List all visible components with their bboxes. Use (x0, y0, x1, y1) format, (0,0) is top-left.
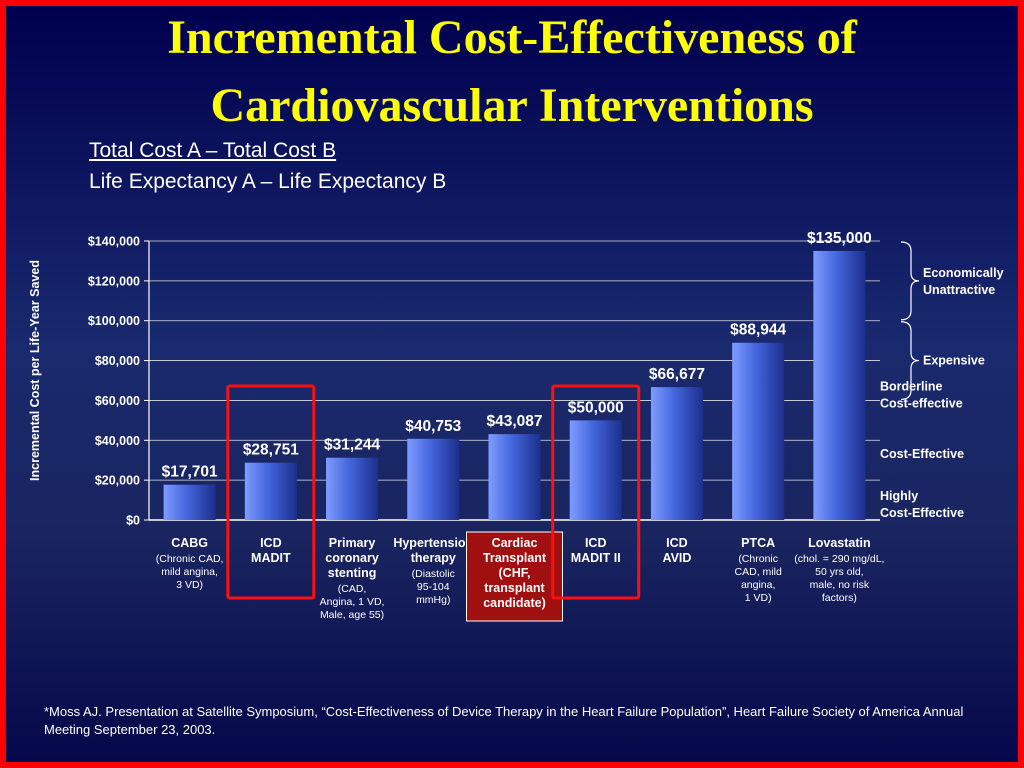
zone-label: Unattractive (923, 283, 995, 297)
zone-bracket (900, 241, 920, 321)
bar-value-label: $40,753 (405, 418, 461, 435)
category-label: AVID (662, 551, 691, 565)
zone-label: Cost-Effective (880, 447, 964, 461)
category-label: MADIT (251, 551, 291, 565)
category-label: ICD (585, 536, 607, 550)
y-tick-label: $20,000 (95, 474, 140, 488)
bar-chart: $0 $20,000 $40,000 $60,000 $80,000 $100,000 $1… (28, 230, 1004, 622)
bar (650, 387, 703, 520)
bar (407, 438, 460, 520)
y-tick-label: $40,000 (95, 434, 140, 448)
category-label: therapy (411, 551, 456, 565)
category-detail: (Diastolic (412, 568, 455, 580)
category-label: MADIT II (571, 551, 621, 565)
category-label: candidate) (483, 596, 546, 610)
title-line-2: Cardiovascular Interventions (210, 79, 814, 132)
bar-value-label: $31,244 (324, 437, 380, 454)
category-detail: CAD, mild (735, 566, 782, 578)
y-tick-label: $120,000 (88, 274, 140, 288)
category-detail: male, no risk (810, 579, 870, 591)
bar-value-label: $28,751 (243, 442, 299, 459)
formula-denominator: Life Expectancy A – Life Expectancy B (89, 170, 447, 193)
bar-value-label: $88,944 (730, 322, 786, 339)
category-label: Primary (329, 536, 376, 550)
category-label: CABG (171, 536, 208, 550)
category-detail: 3 VD) (176, 579, 203, 591)
y-tick-label: $80,000 (95, 354, 140, 368)
category-detail: Male, age 55) (320, 609, 384, 621)
title-line-1: Incremental Cost-Effectiveness of (167, 11, 857, 64)
highlight-box (551, 384, 641, 600)
bar-value-label: $17,701 (162, 464, 218, 481)
category-label: stenting (328, 566, 377, 580)
category-detail: (CAD, (338, 583, 367, 595)
category-label: Lovastatin (808, 536, 871, 550)
category-label: ICD (260, 536, 282, 550)
category-detail: Angina, 1 VD, (320, 596, 385, 608)
bar-value-label: $66,677 (649, 366, 705, 383)
category-label: PTCA (741, 536, 775, 550)
y-tick-label: $140,000 (88, 235, 140, 249)
category-label: coronary (325, 551, 379, 565)
y-tick-label: $100,000 (88, 314, 140, 328)
category-detail: 95-104 (417, 581, 450, 593)
category-highlight-bg (466, 531, 563, 622)
zone-label: Cost-effective (880, 396, 963, 410)
category-detail: factors) (822, 592, 857, 604)
category-detail: 1 VD) (745, 592, 772, 604)
bar-value-label: $43,087 (486, 413, 542, 430)
y-axis-label: Incremental Cost per Life-Year Saved (28, 260, 42, 481)
y-tick-label: $0 (126, 514, 140, 528)
bar (244, 462, 297, 520)
bar-value-label: $135,000 (807, 230, 872, 247)
bar (813, 250, 866, 520)
zone-label: Expensive (923, 354, 985, 368)
bar (488, 434, 541, 520)
category-label: ICD (666, 536, 688, 550)
category-label: Cardiac (492, 536, 538, 550)
bar (326, 457, 379, 520)
category-detail: mmHg) (416, 594, 450, 606)
zone-label: Cost-Effective (880, 506, 964, 520)
category-detail: (Chronic (738, 553, 778, 565)
category-detail: mild angina, (161, 566, 218, 578)
bar-value-label: $50,000 (568, 399, 624, 416)
category-detail: (chol. = 290 mg/dL, (794, 553, 884, 565)
formula-numerator: Total Cost A – Total Cost B (89, 139, 337, 162)
category-label: Hypertension (393, 536, 473, 550)
bar (569, 420, 622, 520)
category-detail: 50 yrs old, (815, 566, 863, 578)
zone-label: Borderline (880, 379, 943, 393)
bar (163, 484, 216, 520)
highlight-box (226, 384, 316, 600)
footnote-citation: *Moss AJ. Presentation at Satellite Symp… (44, 704, 964, 737)
category-detail: (Chronic CAD, (156, 553, 224, 565)
bar (732, 342, 785, 520)
category-detail: angina, (741, 579, 775, 591)
zone-label: Highly (880, 489, 918, 503)
zone-bracket (900, 321, 920, 401)
category-label: (CHF, (499, 566, 531, 580)
zone-label: Economically (923, 266, 1004, 280)
category-label: Transplant (483, 551, 547, 565)
y-tick-label: $60,000 (95, 394, 140, 408)
slide: Incremental Cost-Effectiveness of Cardio… (6, 6, 1018, 762)
category-label: transplant (484, 581, 545, 595)
